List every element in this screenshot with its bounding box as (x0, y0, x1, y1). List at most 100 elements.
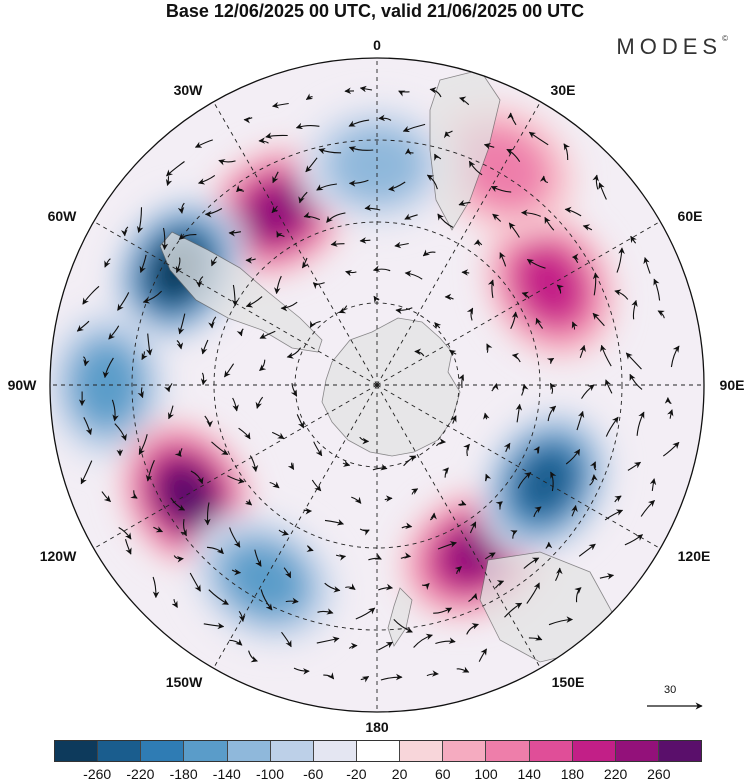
wind-vector (589, 474, 598, 486)
wind-vector (578, 543, 596, 557)
meridian-line (206, 90, 378, 386)
wind-vector (111, 399, 119, 422)
wind-vector (117, 292, 130, 311)
wind-vector (139, 254, 147, 274)
wind-vector (348, 119, 370, 127)
wind-vector (422, 249, 436, 257)
wind-vector (563, 143, 571, 161)
wind-vector (138, 434, 148, 455)
wind-vector (429, 512, 437, 521)
wind-vector (616, 247, 625, 273)
wind-vector (592, 272, 600, 296)
wind-vector (457, 374, 464, 388)
south-america (159, 231, 323, 353)
wind-vector (548, 616, 574, 626)
wind-vector (309, 320, 321, 328)
wind-vector (506, 148, 521, 162)
wind-vector (359, 237, 371, 244)
wind-vector (624, 534, 644, 546)
wind-vector (137, 387, 144, 399)
wind-vector (378, 641, 394, 651)
wind-vector (487, 279, 495, 298)
wind-vector (359, 528, 370, 536)
brand-logo: MODES© (616, 34, 728, 60)
africa (429, 69, 501, 231)
map-title: Base 12/06/2025 00 UTC, valid 21/06/2025… (165, 1, 585, 21)
wind-vector (571, 253, 579, 263)
wind-vector (290, 383, 298, 397)
wind-vector (345, 269, 357, 277)
wind-vector (360, 676, 370, 683)
wind-vector (326, 212, 346, 223)
wind-vector (208, 589, 229, 605)
landmasses (159, 69, 613, 663)
wind-vector (463, 443, 470, 457)
wind-vector (450, 415, 457, 424)
wind-vector (249, 455, 259, 472)
wind-vector (539, 175, 549, 184)
wind-vector (435, 438, 446, 447)
wind-vector (441, 467, 449, 478)
wind-vector (495, 501, 503, 510)
colorbar-swatch (400, 741, 444, 761)
wind-vector (245, 296, 263, 308)
colorbar-tick-label: 100 (474, 766, 498, 782)
wind-vector (643, 256, 651, 274)
wind-vector (227, 475, 245, 484)
wind-vector (301, 257, 309, 269)
wind-vector (229, 638, 243, 646)
wind-vector (355, 607, 376, 620)
wind-vector (456, 666, 470, 673)
wind-vector (244, 498, 253, 506)
wind-vector (461, 269, 470, 276)
wind-vector (504, 602, 523, 618)
wind-vector (400, 552, 412, 559)
wind-vector (510, 530, 518, 539)
wind-vector (303, 211, 321, 221)
wind-vector (204, 208, 223, 218)
wind-vector (145, 459, 155, 482)
wind-vector (378, 583, 394, 591)
wind-vector (218, 159, 236, 166)
wind-vector (83, 417, 93, 436)
wind-vector (272, 101, 289, 109)
lon-label-60w: 60W (47, 208, 77, 224)
meridian-line (376, 384, 548, 680)
wind-vector (631, 299, 638, 320)
wind-vector (200, 339, 209, 355)
lon-label-180: 180 (365, 719, 389, 735)
wind-vector (492, 213, 502, 222)
wind-vectors (76, 85, 680, 683)
wind-vector (236, 184, 245, 193)
wind-vector (546, 357, 555, 365)
wind-vector (272, 171, 279, 184)
wind-vector (478, 648, 487, 662)
wind-vector (494, 580, 505, 589)
wind-vector (511, 352, 521, 363)
wind-vector (238, 610, 246, 623)
wind-vector (136, 207, 144, 234)
wind-vector (171, 598, 178, 608)
lon-label-90e: 90E (719, 377, 745, 393)
wind-vector (200, 372, 208, 386)
colorbar-swatch (184, 741, 228, 761)
wind-vector (393, 619, 413, 633)
wind-vector (145, 333, 153, 356)
wind-vector (388, 181, 406, 192)
wind-vector (404, 270, 423, 280)
wind-vector (211, 441, 229, 455)
wind-vector (271, 205, 279, 214)
meridian-lines (50, 58, 704, 712)
wind-vector (466, 623, 479, 635)
wind-vector (403, 455, 417, 467)
colorbar-tick-label: -180 (169, 766, 198, 782)
anomaly-blob (75, 345, 139, 425)
wind-vector (640, 500, 655, 517)
wind-vector (426, 174, 438, 190)
wind-vector (490, 186, 512, 193)
wind-vector (670, 345, 680, 368)
wind-vector (437, 541, 457, 550)
wind-vector (380, 673, 403, 681)
wind-vector (629, 373, 643, 390)
wind-vector (178, 233, 197, 240)
